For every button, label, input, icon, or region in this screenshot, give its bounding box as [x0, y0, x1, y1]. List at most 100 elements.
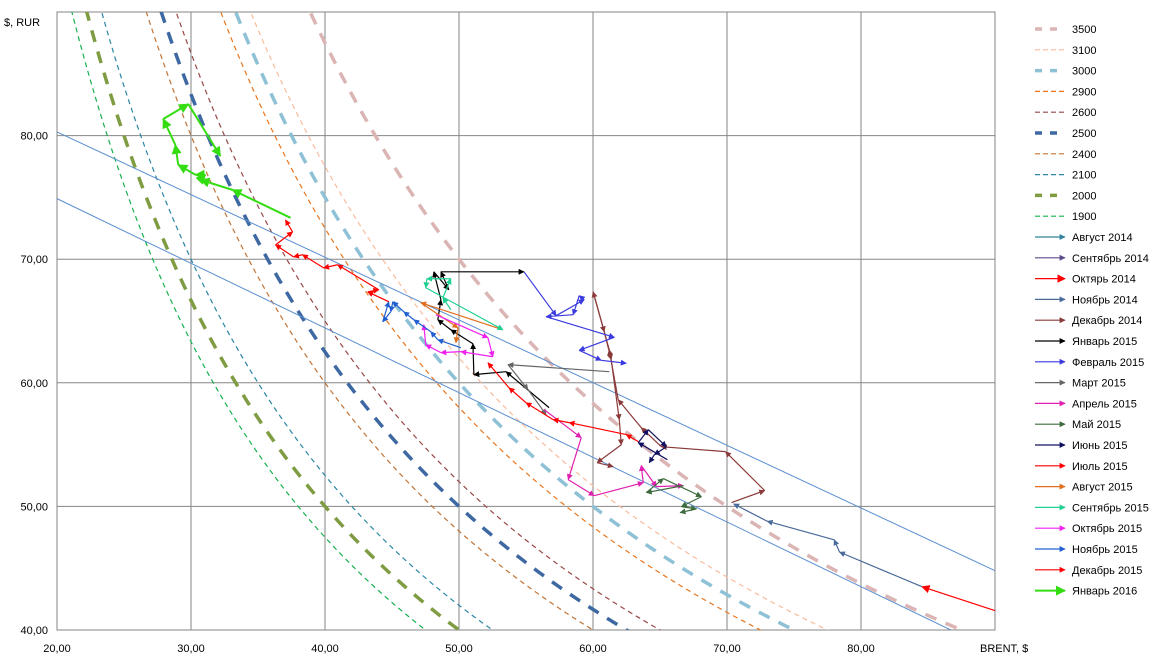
legend-label: Сентябрь 2015	[1072, 502, 1149, 514]
legend-label: Февраль 2015	[1072, 357, 1144, 369]
isoline-2600	[175, 12, 662, 630]
series-7	[507, 362, 610, 416]
series-segment	[525, 402, 554, 421]
x-tick-label: 20,00	[43, 643, 71, 655]
y-tick-label: 70,00	[20, 254, 48, 266]
series-segment	[568, 420, 627, 436]
series-segment	[382, 301, 391, 322]
series-segment	[507, 362, 610, 373]
series-segment	[637, 429, 649, 443]
series-segment	[645, 478, 664, 494]
series-segment	[597, 462, 614, 469]
series-segment	[640, 427, 662, 448]
series-segment	[617, 419, 624, 446]
series-segment	[388, 301, 395, 313]
series-segment	[725, 451, 766, 492]
series-10	[637, 429, 668, 464]
series-segment	[473, 371, 507, 378]
series-3	[733, 503, 923, 588]
series-segment	[367, 287, 380, 294]
legend-label: Август 2014	[1072, 232, 1133, 244]
series-segment	[420, 301, 504, 331]
y-tick-label: 50,00	[20, 501, 48, 513]
legend-label: Апрель 2015	[1072, 398, 1137, 410]
series-segment	[433, 271, 450, 291]
series-segment	[275, 231, 294, 246]
series-segment	[527, 389, 547, 416]
legend-label: Октярь 2014	[1072, 274, 1136, 286]
series-segment	[640, 465, 657, 488]
series-segment	[625, 434, 639, 443]
series-segment	[679, 508, 697, 515]
legend-label: 2900	[1072, 86, 1096, 98]
series-2	[921, 585, 995, 612]
series-segment	[647, 429, 667, 448]
series-segment	[552, 417, 570, 424]
series-segment	[392, 301, 405, 313]
series-segment	[833, 539, 841, 553]
trend-line	[57, 131, 995, 572]
legend-label: 1900	[1072, 211, 1096, 223]
series-segment	[284, 219, 294, 233]
series-segment	[442, 297, 452, 311]
series-segment	[367, 291, 390, 303]
series-segment	[403, 311, 415, 321]
legend-label: Май 2015	[1072, 419, 1121, 431]
x-tick-label: 40,00	[311, 643, 339, 655]
x-tick-label: 60,00	[579, 643, 607, 655]
series-segment	[382, 311, 392, 323]
trend-lines	[57, 131, 995, 630]
legend-label: Март 2015	[1072, 378, 1126, 390]
series-segment	[567, 479, 595, 497]
series-11	[487, 362, 639, 443]
series-segment	[470, 343, 477, 375]
series-segment	[292, 252, 303, 259]
legend-label: Сентябрь 2014	[1072, 253, 1149, 265]
series-segment	[442, 278, 452, 298]
isoline-2900	[220, 12, 762, 630]
legend-label: 3100	[1072, 45, 1096, 57]
series-segment	[566, 437, 582, 481]
series-segment	[921, 585, 995, 612]
y-tick-label: 40,00	[20, 625, 48, 637]
legend-label: Декабрь 2014	[1072, 315, 1142, 327]
series-segment	[487, 362, 510, 389]
series-segment	[420, 302, 459, 329]
series-segment	[545, 313, 574, 320]
series-segment	[425, 344, 442, 354]
series-segment	[543, 409, 582, 439]
legend-label: Октябрь 2015	[1072, 523, 1142, 535]
series-segment	[507, 364, 529, 391]
legend-label: 3500	[1072, 24, 1096, 36]
x-tick-label: 80,00	[847, 643, 875, 655]
series-13	[423, 275, 504, 331]
series-segment	[653, 446, 667, 456]
series-segment	[423, 278, 430, 289]
series-segment	[453, 327, 460, 344]
series-segment	[460, 349, 493, 358]
series-segment	[487, 337, 495, 358]
series-9	[645, 478, 702, 515]
isoline-2100	[101, 12, 494, 630]
series-14	[421, 314, 495, 358]
series-segment	[162, 103, 190, 120]
series-segment	[578, 295, 586, 302]
series-segment	[766, 519, 835, 541]
series-5	[432, 268, 550, 409]
legend-label: 3000	[1072, 66, 1096, 78]
legend-label: Ноябрь 2015	[1072, 544, 1138, 556]
series-segment	[571, 295, 580, 316]
series-segment	[187, 103, 222, 157]
x-axis-label: BRENT, $	[980, 643, 1028, 655]
series-segment	[450, 329, 474, 345]
series-lines	[162, 103, 995, 612]
x-tick-label: 70,00	[713, 643, 741, 655]
series-15	[382, 301, 462, 349]
legend-label: Ноябрь 2014	[1072, 294, 1138, 306]
series-segment	[323, 263, 338, 270]
y-axis-label: $, RUR	[4, 17, 40, 29]
series-segment	[680, 496, 702, 508]
series-segment	[663, 478, 702, 498]
legend-label: Январь 2016	[1072, 586, 1137, 598]
